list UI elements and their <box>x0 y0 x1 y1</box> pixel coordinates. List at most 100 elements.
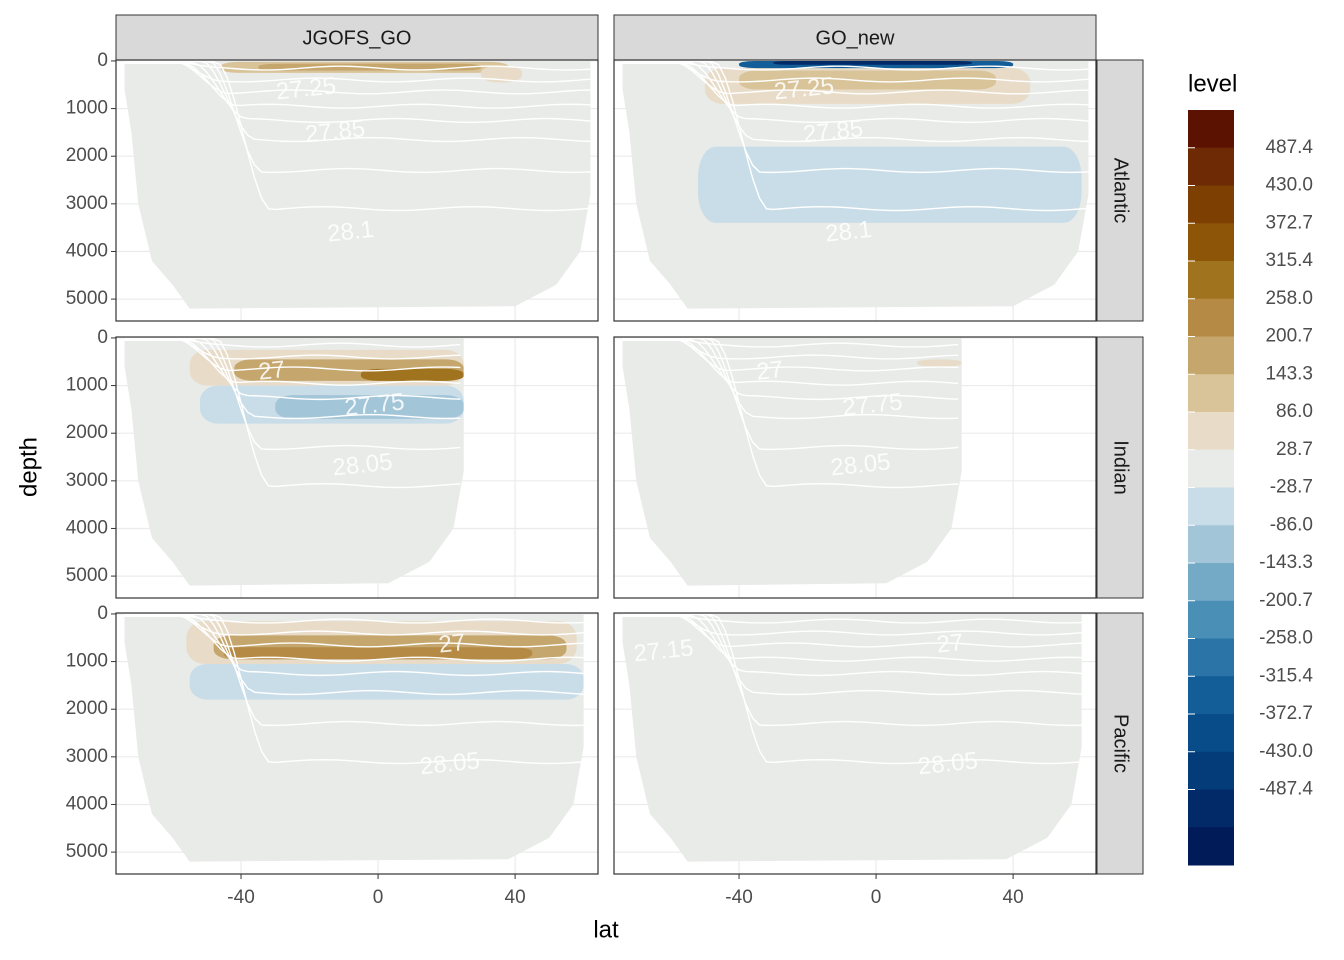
contour-label: 27.75 <box>841 388 904 421</box>
facet-strip <box>1096 336 1144 599</box>
panel: 27 27.75 28.05 <box>613 336 1097 599</box>
y-tick-label: 5000 <box>66 565 108 586</box>
legend-swatch <box>1188 827 1234 866</box>
legend-label: 487.4 <box>1265 137 1313 158</box>
contour-line <box>622 60 1089 71</box>
facet-strip-label: JGOFS_GO <box>303 27 412 49</box>
contour-line <box>124 337 461 401</box>
contour-line <box>124 60 591 95</box>
legend-label: -372.7 <box>1259 703 1313 724</box>
legend-label: -86.0 <box>1270 514 1313 535</box>
legend-label: 200.7 <box>1265 326 1313 347</box>
x-tick-label: 0 <box>373 887 384 908</box>
contour-line <box>124 60 591 212</box>
legend-swatch <box>1188 487 1234 526</box>
legend-label: 372.7 <box>1265 212 1313 233</box>
panel-border <box>115 336 599 599</box>
contour-label: 27 <box>257 356 286 386</box>
legend-label: 143.3 <box>1265 363 1313 384</box>
y-tick-label: 5000 <box>66 841 108 862</box>
contour-label: 28.05 <box>917 747 980 780</box>
legend-title: level <box>1188 70 1237 97</box>
y-tick-label: 2000 <box>66 698 108 719</box>
contour-line <box>622 60 1089 95</box>
y-tick-label: 3000 <box>66 193 108 214</box>
panel-fill <box>622 613 1082 765</box>
y-tick-label: 0 <box>97 603 108 624</box>
contour-line <box>622 337 959 401</box>
legend-label: -315.4 <box>1259 665 1313 686</box>
contour-label: 28.05 <box>331 448 394 481</box>
contour-line <box>622 613 1082 662</box>
contour-line <box>124 613 584 662</box>
contour-line <box>124 613 584 648</box>
x-tick-label: -40 <box>725 887 752 908</box>
level-band <box>275 395 464 419</box>
legend-swatch <box>1188 147 1234 186</box>
legend-swatch <box>1188 298 1234 337</box>
x-tick-label: 40 <box>505 887 526 908</box>
contour-label: 28.1 <box>326 216 375 248</box>
panel-fill <box>124 60 591 212</box>
contour-line <box>124 613 584 765</box>
y-tick-label: 4000 <box>66 517 108 538</box>
x-axis-title: lat <box>593 916 619 943</box>
legend-swatch <box>1188 185 1234 224</box>
contour-label: 28.1 <box>824 216 873 248</box>
contour-label: 27 <box>935 629 964 659</box>
legend-swatch <box>1188 600 1234 639</box>
y-tick-label: 1000 <box>66 98 108 119</box>
legend-swatch <box>1188 449 1234 488</box>
level-band <box>360 368 464 381</box>
y-tick-label: 3000 <box>66 470 108 491</box>
contour-label: 27.15 <box>632 634 695 667</box>
y-tick-label: 2000 <box>66 145 108 166</box>
legend-swatch <box>1188 563 1234 602</box>
legend-label: -28.7 <box>1270 477 1313 498</box>
y-tick-label: 0 <box>97 50 108 71</box>
panel: 27.25 27.85 28.1 <box>115 59 599 322</box>
contour-line <box>622 60 1089 212</box>
x-tick-label: -40 <box>227 887 254 908</box>
legend-swatch <box>1188 525 1234 564</box>
contour-line <box>622 613 1082 648</box>
contour-label: 27 <box>437 629 466 659</box>
panel: 27.25 27.85 28.1 <box>613 59 1097 322</box>
panel: 27 28.05 <box>115 612 599 875</box>
contour-label: 27.25 <box>773 72 836 105</box>
facet-strip <box>613 14 1097 61</box>
facet-strip-label: GO_new <box>816 27 895 49</box>
legend-swatch <box>1188 638 1234 677</box>
level-band <box>773 60 972 65</box>
legend-swatch <box>1188 374 1234 413</box>
legend-swatch <box>1188 676 1234 715</box>
legend-label: 28.7 <box>1276 439 1313 460</box>
legend-label: 315.4 <box>1265 250 1313 271</box>
x-tick-label: 0 <box>871 887 882 908</box>
legend-swatch <box>1188 751 1234 790</box>
ocean-area <box>622 337 962 586</box>
legend-label: -430.0 <box>1259 741 1313 762</box>
contour-label: 27.75 <box>343 388 406 421</box>
facet-strip-label: Indian <box>1110 440 1132 495</box>
contour-line <box>622 337 959 489</box>
panel-fill <box>124 337 464 489</box>
contour-line <box>124 60 591 109</box>
panel: 27 27.75 28.05 <box>115 336 599 599</box>
y-tick-label: 1000 <box>66 651 108 672</box>
level-band <box>189 663 584 700</box>
legend-swatch <box>1188 789 1234 828</box>
legend-swatch <box>1188 261 1234 300</box>
legend-label: -143.3 <box>1259 552 1313 573</box>
contour-label: 28.05 <box>419 747 482 780</box>
legend-swatch <box>1188 336 1234 375</box>
panel-fill <box>124 613 584 765</box>
contour-line <box>622 613 1082 765</box>
level-band <box>480 65 522 83</box>
contour-line <box>622 60 1089 124</box>
x-tick-label: 40 <box>1003 887 1024 908</box>
legend-swatch <box>1188 223 1234 262</box>
facet-strip <box>115 14 599 61</box>
panel-border <box>115 612 599 875</box>
